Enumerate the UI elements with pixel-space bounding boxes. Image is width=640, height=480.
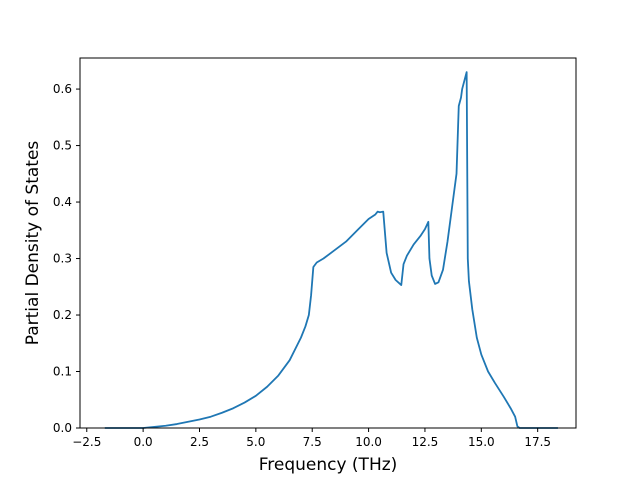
y-axis: 0.0 0.1 0.2 0.3 0.4 0.5 0.6 <box>53 82 80 435</box>
x-tick-label: −2.5 <box>72 435 101 449</box>
x-tick-label: 2.5 <box>190 435 209 449</box>
x-tick-label: 12.5 <box>412 435 439 449</box>
y-tick-label: 0.0 <box>53 421 72 435</box>
x-tick-label: 5.0 <box>246 435 265 449</box>
x-axis: −2.5 0.0 2.5 5.0 7.5 10.0 12.5 15.0 17.5 <box>72 428 551 449</box>
x-tick-label: 10.0 <box>355 435 382 449</box>
x-tick-label: 7.5 <box>303 435 322 449</box>
x-tick-label: 15.0 <box>468 435 495 449</box>
series-line-0 <box>104 71 558 429</box>
y-tick-label: 0.4 <box>53 195 72 209</box>
y-tick-label: 0.1 <box>53 365 72 379</box>
x-tick-label: 17.5 <box>524 435 551 449</box>
plot-frame <box>79 57 577 429</box>
y-tick-label: 0.2 <box>53 308 72 322</box>
y-tick-label: 0.6 <box>53 82 72 96</box>
y-tick-label: 0.3 <box>53 252 72 266</box>
series-layer <box>104 71 558 429</box>
y-axis-title: Partial Density of States <box>23 141 43 346</box>
x-axis-title: Frequency (THz) <box>259 455 398 475</box>
y-tick-label: 0.5 <box>53 139 72 153</box>
x-tick-label: 0.0 <box>134 435 153 449</box>
